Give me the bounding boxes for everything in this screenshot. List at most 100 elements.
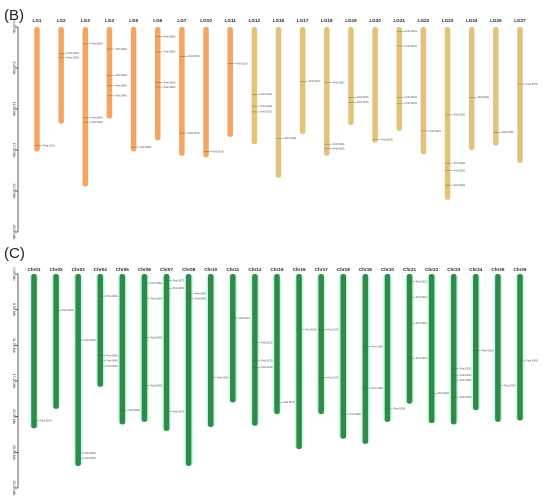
chromosome-label: LG22 <box>418 18 430 23</box>
chromosome-bar <box>82 27 89 187</box>
gene-marker-label: Potri.006G <box>151 282 163 285</box>
chromosome-chr04: Chr04 Potri.004G Potri.004G Potri.004G Potri… <box>94 267 118 387</box>
chromosome-lg11: LG11 Potri.011G <box>225 18 248 137</box>
chromosome-lg1: LG1 Potri.001G <box>33 18 55 152</box>
chromosome-label: Chr17 <box>315 267 328 272</box>
chromosome-bar <box>468 27 475 150</box>
chromosome-bar <box>420 27 427 155</box>
chromosome-lg27: LG27 Potri.027G <box>514 18 538 164</box>
chromosome-label: Chr26 <box>513 267 526 272</box>
chromosome-label: Chr23 <box>447 267 460 272</box>
chromosome-label: Chr15 <box>293 267 306 272</box>
gene-marker-label: Potri.023G <box>460 379 472 382</box>
chromosome-label: Chr10 <box>204 267 217 272</box>
chromosome-label: LG20 <box>369 18 381 23</box>
chromosome-bar <box>34 27 40 152</box>
chromosome-lg7: LG7 Potri.007G Potri.007G <box>177 18 200 156</box>
chromosome-label: LG21 <box>394 18 406 23</box>
gene-marker-label: Potri.012G <box>261 105 273 108</box>
gene-marker-label: Potri.020G <box>394 408 406 411</box>
gene-marker-label: Potri.007G <box>188 132 200 135</box>
gene-marker-label: Potri.002G <box>67 52 79 55</box>
chromosome-chr16: Chr16 Potri.016G <box>270 267 295 415</box>
gene-marker-label: Potri.003G <box>92 43 104 46</box>
chromosome-lg2: LG2 Potri.002G Potri.002G <box>57 18 79 124</box>
gene-marker-label: Potri.004G <box>116 74 128 77</box>
gene-marker-label: Potri.021G <box>406 45 418 48</box>
chromosome-chr18: Chr18 Potri.018G <box>337 267 361 439</box>
chromosome-label: LG4 <box>105 18 114 23</box>
gene-marker-label: Potri.006G <box>164 86 176 89</box>
gene-marker-label: Potri.007G <box>173 410 185 413</box>
chromosome-bar <box>185 274 192 466</box>
chromosome-label: LG3 <box>81 18 90 23</box>
chromosome-bar <box>348 27 354 126</box>
gene-marker-label: Potri.010G <box>212 150 224 153</box>
gene-marker-label: Potri.005G <box>140 146 152 149</box>
gene-marker-label: Potri.010G <box>217 377 229 380</box>
gene-marker-label: Potri.006G <box>151 384 163 387</box>
gene-marker-label: Potri.018G <box>333 143 345 146</box>
gene-marker-label: Potri.023G <box>454 169 466 172</box>
chromosome-bar <box>251 27 258 145</box>
chromosome-lg17: LG17 Potri.017G <box>297 18 321 134</box>
gene-marker-label: Potri.008G <box>195 292 207 295</box>
chromosome-lg16: LG16 Potri.016G <box>273 18 296 178</box>
chromosome-label: Chr05 <box>116 267 129 272</box>
gene-marker-label: Potri.004G <box>116 48 128 51</box>
gene-marker-label: Potri.018G <box>333 147 345 150</box>
chromosome-bar <box>444 27 451 200</box>
scale-tick-label: 17.00 Mb <box>12 374 16 389</box>
chromosome-chr10: Chr10 Potri.010G <box>204 267 229 428</box>
chromosome-bar <box>58 27 64 124</box>
gene-marker-label: Potri.025G <box>504 384 516 387</box>
gene-marker-label: Potri.004G <box>116 95 128 98</box>
gene-marker-label: Potri.004G <box>107 295 119 298</box>
gene-marker-label: Potri.027G <box>526 83 538 86</box>
chromosome-bar <box>75 274 81 466</box>
chromosome-bar <box>396 27 402 131</box>
gene-marker-label: Potri.004G <box>116 84 128 87</box>
chromosome-bar <box>179 27 185 156</box>
gene-marker-label: Potri.003G <box>84 452 96 455</box>
chromosome-chr12: Chr12 Potri.012G Potri.012G Potri.012G <box>248 267 273 426</box>
chromosome-lg23: LG23 Potri.023G Potri.023G Potri.023G Potri.… <box>442 18 466 200</box>
gene-marker-label: Potri.012G <box>261 366 273 369</box>
chromosome-label: Chr07 <box>160 267 173 272</box>
gene-marker-label: Potri.001G <box>40 419 52 422</box>
chromosome-bar <box>362 274 369 444</box>
gene-marker-label: Potri.020G <box>381 139 393 142</box>
gene-marker-label: Potri.023G <box>460 396 472 399</box>
panel-c: (C) 0.00 Mb 6.00 Mb 11.00 Mb 17.00 Mb 22.00 … <box>4 245 538 495</box>
chromosome-label: Chr11 <box>226 267 239 272</box>
gene-marker-label: Potri.008G <box>195 297 207 300</box>
gene-marker-label: Potri.003G <box>92 117 104 120</box>
chromosome-label: LG27 <box>514 18 526 23</box>
chromosome-label: LG12 <box>249 18 261 23</box>
chromosome-label: LG5 <box>129 18 138 23</box>
gene-marker-label: Potri.017G <box>327 377 339 380</box>
gene-marker-label: Potri.019G <box>357 101 369 104</box>
panel-label-b: (B) <box>4 7 24 24</box>
scale-tick-label: 11.00 Mb <box>12 102 16 117</box>
chromosome-chr20: Chr20 Potri.020G <box>381 267 405 422</box>
chromosome-bar <box>450 274 457 425</box>
gene-marker-label: Potri.019G <box>372 345 384 348</box>
scale-tick-label: 17.00 Mb <box>12 143 16 158</box>
gene-marker-label: Potri.002G <box>62 309 74 312</box>
chromosome-chr24: Chr24 Potri.024G <box>469 267 494 411</box>
chromosome-chr23: Chr23 Potri.023G Potri.023G Potri.023G Potri… <box>447 267 472 425</box>
chromosome-bar <box>299 27 306 134</box>
chromosome-bar <box>274 274 280 415</box>
gene-marker-label: Potri.017G <box>309 80 321 83</box>
scale-tick-label: 6.00 Mb <box>12 303 16 316</box>
chromosome-lg21: LG21 Potri.021G Potri.021G Potri.021G Potri.… <box>394 18 418 131</box>
gene-marker-label: Potri.007G <box>188 55 200 58</box>
chromosome-lg10: LG10 Potri.010G <box>200 18 224 158</box>
chromosome-chr08: Chr08 Potri.008G Potri.008G <box>182 267 206 466</box>
chromosome-chr17: Chr17 Potri.017G Potri.017G <box>315 267 339 415</box>
gene-marker-label: Potri.003G <box>84 457 96 460</box>
gene-marker-label: Potri.001G <box>43 144 55 147</box>
chromosome-lg4: LG4 Potri.004G Potri.004G Potri.004G Potri.0… <box>105 18 127 119</box>
